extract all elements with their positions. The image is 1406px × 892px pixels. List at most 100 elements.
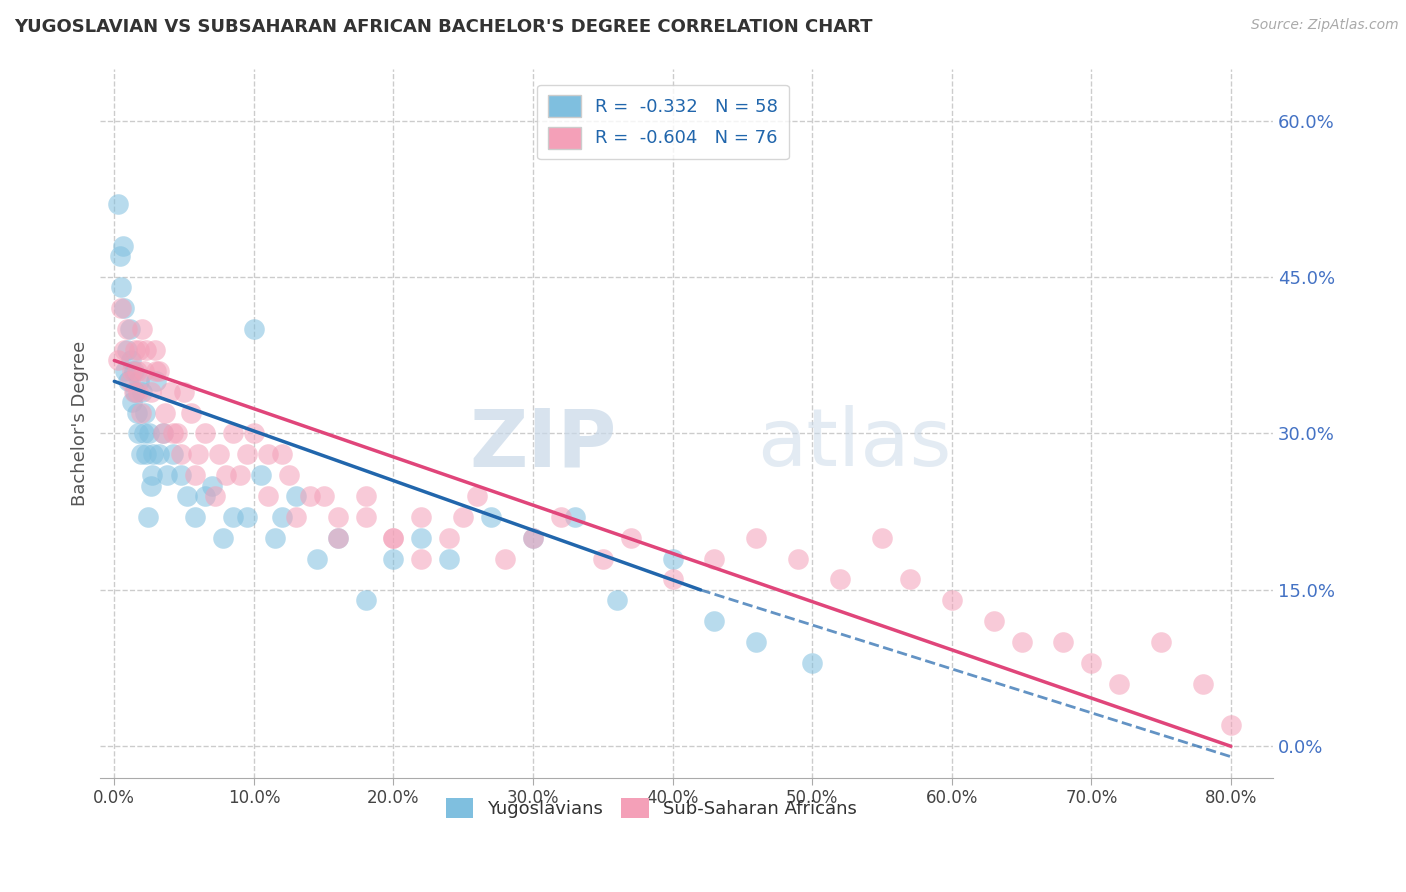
Point: [270, 509, 292, 524]
Point: [121, 395, 143, 409]
Y-axis label: Bachelor's Degree: Bachelor's Degree: [72, 341, 89, 506]
Point: [131, 322, 153, 336]
Point: [141, 468, 163, 483]
Point: [263, 531, 285, 545]
Point: [1052, 635, 1074, 649]
Point: [143, 343, 166, 357]
Point: [236, 509, 259, 524]
Point: [132, 426, 155, 441]
Point: [284, 489, 307, 503]
Point: [194, 426, 217, 441]
Point: [201, 478, 224, 492]
Point: [354, 489, 377, 503]
Point: [830, 573, 852, 587]
Point: [127, 426, 149, 441]
Point: [107, 197, 129, 211]
Point: [111, 239, 134, 253]
Point: [194, 489, 217, 503]
Point: [606, 593, 628, 607]
Point: [115, 343, 138, 357]
Point: [132, 364, 155, 378]
Point: [187, 447, 209, 461]
Point: [127, 384, 149, 399]
Point: [121, 364, 143, 378]
Point: [135, 447, 157, 461]
Point: [439, 551, 461, 566]
Point: [277, 468, 299, 483]
Point: [110, 301, 132, 316]
Point: [112, 343, 135, 357]
Point: [451, 509, 474, 524]
Point: [494, 551, 516, 566]
Point: [208, 447, 231, 461]
Point: [284, 509, 307, 524]
Point: [411, 531, 433, 545]
Point: [107, 353, 129, 368]
Point: [1150, 635, 1173, 649]
Point: [620, 531, 643, 545]
Point: [176, 489, 198, 503]
Point: [122, 384, 145, 399]
Point: [222, 509, 245, 524]
Point: [550, 509, 572, 524]
Point: [148, 447, 170, 461]
Point: [118, 322, 141, 336]
Point: [522, 531, 544, 545]
Point: [243, 322, 266, 336]
Text: atlas: atlas: [756, 405, 952, 483]
Point: [256, 447, 278, 461]
Point: [166, 426, 188, 441]
Point: [382, 531, 405, 545]
Point: [152, 426, 174, 441]
Point: [326, 509, 349, 524]
Point: [180, 406, 202, 420]
Point: [131, 384, 153, 399]
Point: [941, 593, 963, 607]
Text: ZIP: ZIP: [470, 405, 616, 483]
Point: [129, 447, 152, 461]
Point: [354, 509, 377, 524]
Point: [1219, 718, 1241, 732]
Point: [250, 468, 273, 483]
Point: [117, 375, 139, 389]
Point: [256, 489, 278, 503]
Point: [135, 343, 157, 357]
Point: [745, 635, 768, 649]
Point: [898, 573, 921, 587]
Point: [661, 573, 683, 587]
Point: [382, 551, 405, 566]
Point: [120, 353, 142, 368]
Point: [124, 384, 146, 399]
Point: [1011, 635, 1033, 649]
Point: [326, 531, 349, 545]
Point: [139, 384, 162, 399]
Point: [204, 489, 226, 503]
Point: [162, 447, 184, 461]
Point: [145, 375, 167, 389]
Point: [661, 551, 683, 566]
Point: [439, 531, 461, 545]
Point: [124, 343, 146, 357]
Point: [142, 447, 165, 461]
Point: [115, 322, 138, 336]
Point: [122, 364, 145, 378]
Text: YUGOSLAVIAN VS SUBSAHARAN AFRICAN BACHELOR'S DEGREE CORRELATION CHART: YUGOSLAVIAN VS SUBSAHARAN AFRICAN BACHEL…: [14, 18, 873, 36]
Point: [983, 614, 1005, 628]
Point: [114, 364, 136, 378]
Point: [522, 531, 544, 545]
Point: [703, 614, 725, 628]
Point: [270, 447, 292, 461]
Point: [326, 531, 349, 545]
Point: [745, 531, 768, 545]
Point: [787, 551, 810, 566]
Point: [159, 384, 181, 399]
Point: [564, 509, 586, 524]
Point: [134, 406, 156, 420]
Point: [129, 406, 152, 420]
Point: [145, 364, 167, 378]
Point: [139, 478, 162, 492]
Point: [125, 406, 148, 420]
Point: [170, 468, 193, 483]
Point: [479, 509, 502, 524]
Point: [465, 489, 488, 503]
